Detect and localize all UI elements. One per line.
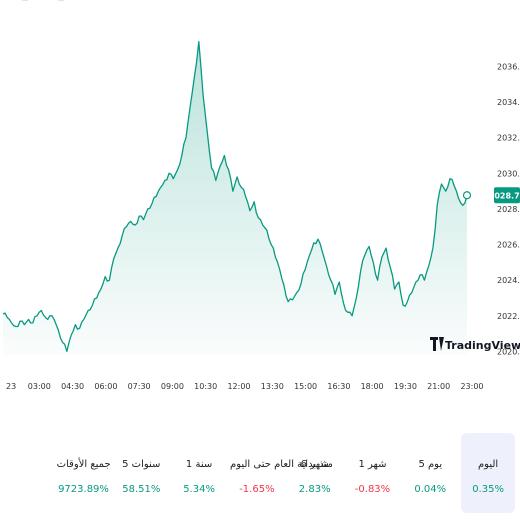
current-price-badge: 2028.77: [489, 187, 520, 204]
x-tick-label: 10:30: [194, 382, 217, 391]
period-ytd[interactable]: منذ بداية العام حتى اليوم -1.65%: [230, 433, 333, 513]
period-label: 6 شهر: [300, 459, 329, 470]
x-tick-label: 03:00: [28, 382, 51, 391]
price-line: [2, 40, 468, 353]
y-tick-label: 2034.00: [497, 98, 520, 107]
x-tick-label: 16:30: [327, 382, 350, 391]
performance-periods: اليوم 0.35% 5 يوم 0.04% 1 شهر -0.83% 6 ش…: [0, 433, 520, 513]
period-label: جميع الأوقات: [56, 459, 111, 470]
y-tick-label: 2036.00: [497, 63, 520, 72]
period-value: -0.83%: [354, 484, 391, 495]
period-label: 5 يوم: [418, 459, 443, 470]
y-tick-label: 2030.00: [497, 169, 520, 178]
x-tick-label: 09:00: [161, 382, 184, 391]
x-tick-label: 12:00: [227, 382, 250, 391]
y-tick-label: 2032.00: [497, 134, 520, 143]
period-6-months[interactable]: 6 شهر 2.83%: [288, 433, 342, 513]
tradingview-logo[interactable]: TradingView: [430, 337, 520, 352]
current-price-marker: [462, 191, 472, 200]
y-tick-label: 2028.00: [497, 205, 520, 214]
period-label: اليوم: [477, 459, 499, 470]
x-tick-label: 23:00: [460, 382, 483, 391]
y-tick-label: 2026.00: [497, 241, 520, 250]
price-chart[interactable]: 2036.00 2034.00 2032.00 2030.00 2028.00 2026.…: [0, 0, 520, 400]
x-tick-label: 13:30: [261, 382, 284, 391]
x-tick-label: 07:30: [128, 382, 151, 391]
period-5-days[interactable]: 5 يوم 0.04%: [403, 433, 457, 513]
x-tick-label: 15:00: [294, 382, 317, 391]
x-tick-label: 23: [6, 382, 16, 391]
period-1-year[interactable]: 1 سنة 5.34%: [172, 433, 226, 513]
x-tick-label: 19:30: [394, 382, 417, 391]
period-value: -1.65%: [239, 484, 275, 495]
period-label: 1 سنة: [185, 459, 213, 470]
period-5-years[interactable]: 5 سنوات 58.51%: [114, 433, 168, 513]
period-today[interactable]: اليوم 0.35%: [461, 433, 515, 513]
price-axis[interactable]: 2036.00 2034.00 2032.00 2030.00 2028.00 2026.…: [497, 63, 520, 357]
period-value: 58.51%: [122, 484, 161, 495]
period-value: 2.83%: [298, 484, 331, 495]
y-tick-label: 2020.00: [497, 347, 520, 356]
period-label: منذ بداية العام حتى اليوم: [230, 459, 333, 470]
price-area-fill: [3, 41, 467, 355]
current-price-label: 2028.77: [489, 191, 520, 200]
period-value: 0.35%: [472, 484, 504, 495]
period-value: 5.34%: [183, 484, 215, 495]
x-tick-label: 18:00: [361, 382, 384, 391]
x-tick-label: 06:00: [94, 382, 117, 391]
period-1-month[interactable]: 1 شهر -0.83%: [346, 433, 400, 513]
period-value: 9723.89%: [58, 484, 109, 495]
period-all-time[interactable]: جميع الأوقات 9723.89%: [57, 433, 111, 513]
x-tick-label: 21:00: [427, 382, 450, 391]
x-tick-label: 04:30: [61, 382, 84, 391]
period-label: 5 سنوات: [122, 459, 161, 470]
time-axis[interactable]: 23 03:00 04:30 06:00 07:30 09:00 10:30 12:00 13:…: [6, 382, 484, 391]
y-tick-label: 2022.00: [497, 312, 520, 321]
tradingview-logo-icon: [430, 337, 444, 351]
tradingview-logo-text: TradingView: [445, 339, 520, 352]
period-value: 0.04%: [414, 484, 447, 495]
y-tick-label: 2024.00: [497, 276, 520, 285]
period-label: 1 شهر: [358, 459, 387, 470]
